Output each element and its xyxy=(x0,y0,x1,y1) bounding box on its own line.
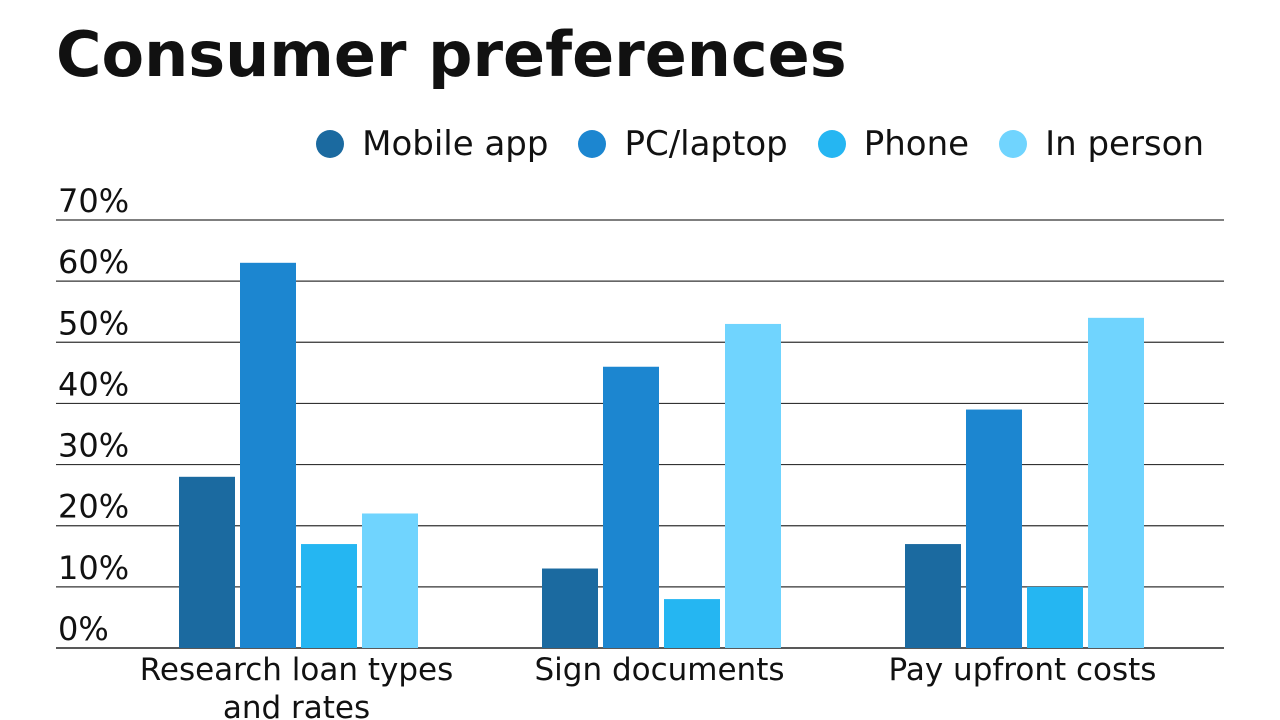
legend-marker-icon xyxy=(817,130,846,158)
bar-pc-laptop xyxy=(240,262,296,648)
legend-marker-icon xyxy=(999,130,1028,158)
bar-in-person xyxy=(1088,317,1144,648)
y-tick-label: 60% xyxy=(58,243,129,281)
legend-label: Phone xyxy=(863,124,970,164)
legend-item: In person xyxy=(999,124,1204,164)
bar-pc-laptop xyxy=(966,409,1022,648)
legend-label: Mobile app xyxy=(362,124,549,164)
bar-phone xyxy=(664,599,720,648)
y-tick-label: 40% xyxy=(58,365,129,403)
legend-marker-icon xyxy=(316,130,345,158)
bar-mobile-app xyxy=(179,476,235,648)
bar-in-person xyxy=(362,513,418,648)
bar-in-person xyxy=(725,323,781,648)
bar-pc-laptop xyxy=(603,366,659,648)
y-tick-label: 0% xyxy=(58,610,109,648)
y-tick-label: 20% xyxy=(58,488,129,526)
legend: Mobile app PC/laptop Phone In person xyxy=(316,124,1204,164)
y-tick-label: 50% xyxy=(58,304,129,342)
legend-label: In person xyxy=(1045,124,1204,164)
bar-phone xyxy=(1027,586,1083,648)
bar-mobile-app xyxy=(905,544,961,648)
x-category-label: and rates xyxy=(223,690,370,720)
y-tick-label: 10% xyxy=(58,549,129,587)
x-category-label: Pay upfront costs xyxy=(889,652,1157,688)
bar-mobile-app xyxy=(542,568,598,648)
y-tick-label: 30% xyxy=(58,427,129,465)
legend-marker-icon xyxy=(578,130,607,158)
legend-item: Mobile app xyxy=(316,124,548,164)
legend-item: PC/laptop xyxy=(578,124,788,164)
legend-item: Phone xyxy=(817,124,970,164)
x-category-label: Sign documents xyxy=(534,652,784,688)
legend-label: PC/laptop xyxy=(624,124,788,164)
x-category-label: Research loan types xyxy=(140,652,454,688)
chart-title: Consumer preferences xyxy=(56,18,847,91)
y-tick-label: 70% xyxy=(58,182,129,220)
bar-phone xyxy=(301,544,357,648)
